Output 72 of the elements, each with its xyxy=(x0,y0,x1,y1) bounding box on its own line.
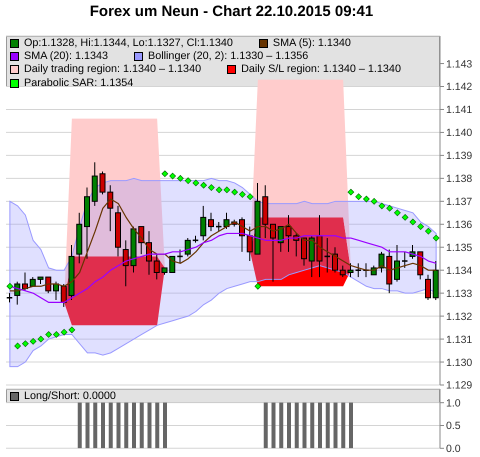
y-tick-label: 1.137 xyxy=(446,196,472,208)
point xyxy=(224,186,230,194)
point xyxy=(363,196,370,202)
point xyxy=(184,177,192,184)
legend-label: Daily S/L region: 1.1340 – 1.1340 xyxy=(241,63,401,77)
point xyxy=(239,191,246,198)
y-tick-label: 1.0 xyxy=(446,397,461,410)
point xyxy=(169,172,176,180)
point xyxy=(14,342,21,350)
legend-label: Parabolic SAR: 1.1354 xyxy=(24,76,134,90)
point xyxy=(177,175,184,182)
point xyxy=(246,193,254,200)
point xyxy=(68,326,76,334)
legend-label: SMA (5): 1.1340 xyxy=(272,37,351,50)
point xyxy=(6,282,14,290)
candlestick xyxy=(324,238,330,273)
point xyxy=(370,198,378,205)
point xyxy=(410,218,416,226)
candlestick xyxy=(356,262,361,278)
candlestick xyxy=(332,246,338,273)
point xyxy=(425,228,432,234)
point xyxy=(348,188,354,196)
y-tick-label: 1.132 xyxy=(446,310,472,323)
candlestick xyxy=(224,212,230,230)
y-tick-label: 0.5 xyxy=(446,420,461,432)
point xyxy=(53,331,60,338)
point xyxy=(60,328,68,336)
y-tick-label: 1.138 xyxy=(446,173,472,186)
y-tick-label: 1.133 xyxy=(446,288,472,300)
y-tick-label: 1.134 xyxy=(446,264,472,277)
y-tick-label: 1.129 xyxy=(446,380,472,392)
candlestick xyxy=(425,274,431,301)
point xyxy=(254,282,262,290)
y-tick-label: 1.130 xyxy=(446,356,472,369)
candlestick xyxy=(378,251,384,273)
point xyxy=(38,336,44,342)
point xyxy=(45,331,52,338)
chart-title: Forex um Neun - Chart 22.10.2015 09:41 xyxy=(88,3,374,20)
y-tick-label: 1.142 xyxy=(446,81,472,94)
y-tick-label: 1.135 xyxy=(446,242,472,254)
legend-label: Long/Short: 0.0000 xyxy=(24,390,116,404)
point xyxy=(394,209,401,216)
point xyxy=(208,184,215,191)
candlestick xyxy=(216,221,222,232)
point xyxy=(231,188,238,196)
y-tick-label: 0.0 xyxy=(446,443,461,456)
point xyxy=(216,186,222,194)
y-tick-label: 1.139 xyxy=(446,150,472,162)
point xyxy=(417,223,424,230)
candlestick xyxy=(107,184,114,232)
point xyxy=(432,234,440,242)
candlestick xyxy=(402,251,408,268)
point xyxy=(162,170,168,178)
legend-label: SMA (20): 1.1343 xyxy=(24,50,108,64)
y-tick-label: 1.143 xyxy=(446,58,472,70)
point xyxy=(402,214,408,221)
y-tick-label: 1.141 xyxy=(446,104,472,116)
y-tick-label: 1.136 xyxy=(446,219,472,232)
point xyxy=(192,180,200,186)
point xyxy=(30,338,36,345)
candlestick xyxy=(417,251,424,280)
point xyxy=(200,182,207,189)
candlestick xyxy=(6,292,12,303)
y-tick-label: 1.140 xyxy=(446,127,472,140)
legend-label: Daily trading region: 1.1340 – 1.1340 xyxy=(24,63,202,77)
point xyxy=(22,340,29,347)
y-tick-label: 1.131 xyxy=(446,334,472,346)
legend-label: Bollinger (20, 2): 1.1330 – 1.1356 xyxy=(148,50,308,64)
legend-label: Op:1.1328, Hi:1.1344, Lo:1.1327, Cl:1.1340 xyxy=(24,37,233,50)
point xyxy=(386,204,393,212)
point xyxy=(378,202,386,210)
point xyxy=(355,193,362,200)
